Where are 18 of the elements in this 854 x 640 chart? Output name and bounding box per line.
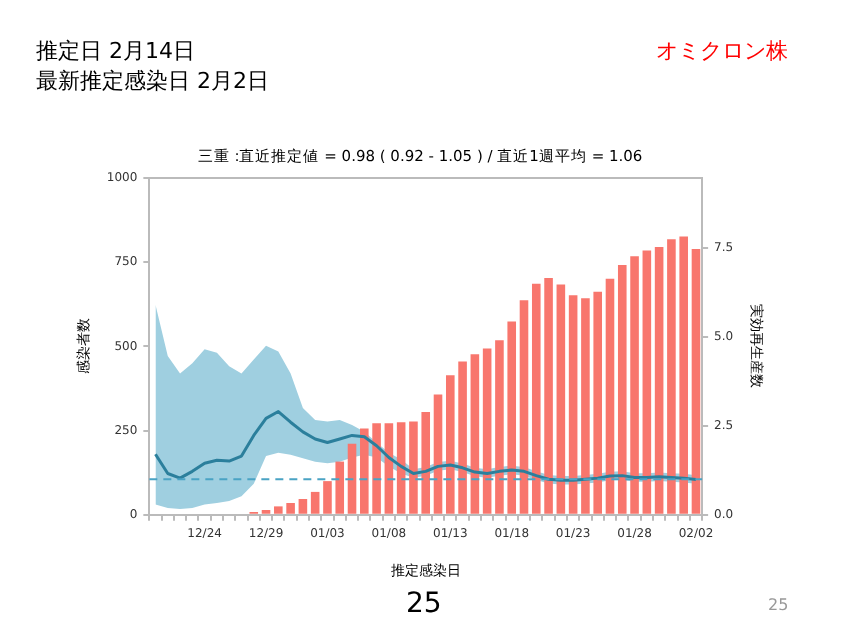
text: オミクロン株 bbox=[656, 36, 788, 66]
bar bbox=[556, 284, 566, 514]
bar bbox=[654, 247, 664, 514]
text: 最新推定感染日 2月2日 bbox=[36, 66, 269, 96]
bar bbox=[568, 295, 578, 514]
text: 25 bbox=[406, 588, 442, 620]
text: 25 bbox=[768, 596, 789, 614]
bar bbox=[310, 491, 320, 514]
bar bbox=[482, 348, 492, 514]
bar bbox=[642, 250, 652, 514]
bar bbox=[691, 249, 701, 514]
bar bbox=[519, 300, 529, 514]
bar bbox=[298, 498, 308, 514]
bar bbox=[433, 394, 443, 514]
bar bbox=[347, 443, 357, 514]
bar bbox=[470, 354, 480, 514]
text: 推定日 2月14日 bbox=[36, 36, 195, 66]
bar bbox=[605, 278, 615, 514]
